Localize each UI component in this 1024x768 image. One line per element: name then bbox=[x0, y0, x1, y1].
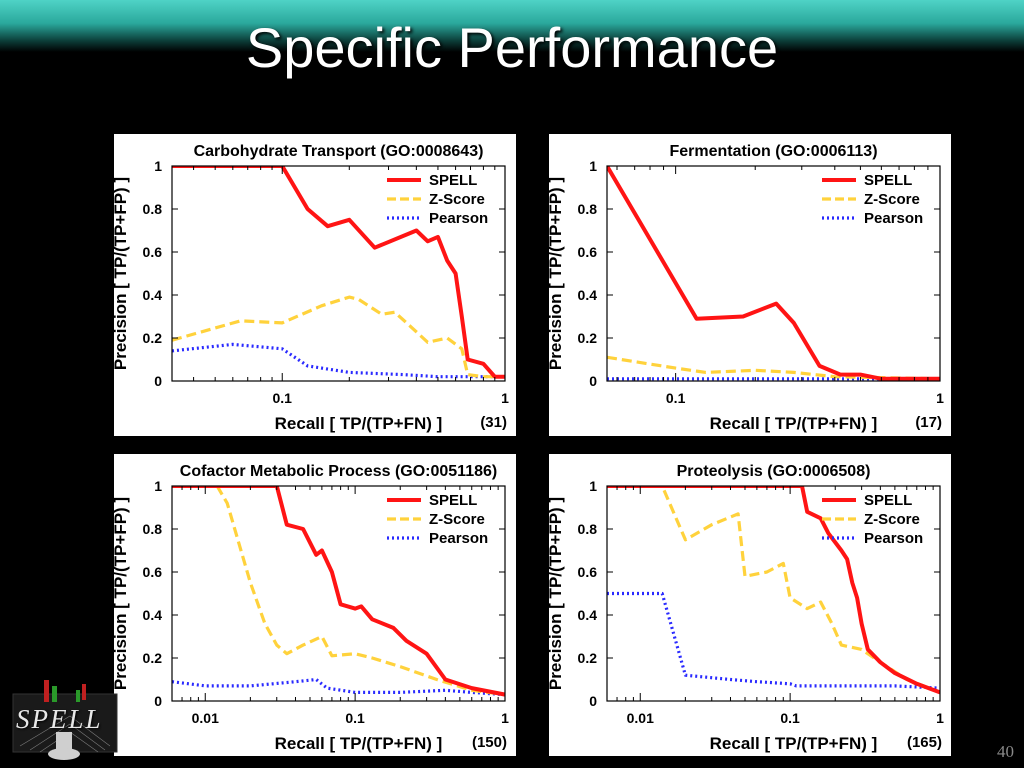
chart-panel-background bbox=[114, 454, 516, 756]
legend-label: Pearson bbox=[429, 530, 488, 547]
y-tick-label: 1 bbox=[154, 158, 162, 174]
legend-label: Z-Score bbox=[864, 511, 920, 528]
legend-label: SPELL bbox=[864, 492, 912, 509]
y-tick-label: 0.2 bbox=[143, 650, 163, 666]
page-number: 40 bbox=[997, 742, 1014, 761]
series-line-pearson bbox=[172, 677, 505, 697]
chart-title: Fermentation (GO:0006113) bbox=[669, 143, 877, 160]
y-tick-label: 0 bbox=[589, 693, 597, 709]
legend-label: Z-Score bbox=[429, 191, 485, 208]
y-tick-label: 1 bbox=[589, 158, 597, 174]
y-axis-label: Precision [ TP/(TP+FP) ] bbox=[111, 497, 130, 690]
spell-logo-graphic bbox=[12, 680, 118, 760]
chart-panel-background bbox=[549, 454, 951, 756]
y-tick-label: 0 bbox=[154, 373, 162, 389]
y-tick-label: 0.8 bbox=[143, 201, 163, 217]
y-tick-label: 0.6 bbox=[578, 564, 598, 580]
chart-title: Carbohydrate Transport (GO:0008643) bbox=[194, 143, 484, 160]
y-tick-label: 0.8 bbox=[578, 201, 598, 217]
y-tick-label: 0.2 bbox=[143, 330, 163, 346]
x-axis-label: Recall [ TP/(TP+FN) ] bbox=[710, 734, 878, 753]
legend-label: SPELL bbox=[864, 172, 912, 189]
y-axis-label: Precision [ TP/(TP+FP) ] bbox=[111, 177, 130, 370]
y-axis-label: Precision [ TP/(TP+FP) ] bbox=[546, 497, 565, 690]
legend-label: SPELL bbox=[429, 492, 477, 509]
count-label: (165) bbox=[907, 734, 942, 751]
legend-label: Z-Score bbox=[864, 191, 920, 208]
header-band bbox=[0, 0, 1024, 52]
y-tick-label: 1 bbox=[154, 478, 162, 494]
count-label: (17) bbox=[915, 414, 942, 431]
chart-title: Proteolysis (GO:0006508) bbox=[677, 463, 871, 480]
x-tick-label: 1 bbox=[936, 710, 944, 726]
plot-frame bbox=[171, 165, 506, 382]
plot-frame bbox=[171, 485, 506, 702]
y-tick-label: 0.6 bbox=[143, 244, 163, 260]
series-line-spell bbox=[172, 166, 505, 379]
chart-panel-background bbox=[114, 134, 516, 436]
chart-cofactor-metabolic-process: Cofactor Metabolic Process (GO:0051186) 0… bbox=[100, 450, 520, 760]
y-tick-label: 0.8 bbox=[143, 521, 163, 537]
series-line-z-score bbox=[172, 486, 505, 697]
y-tick-label: 0.2 bbox=[578, 650, 598, 666]
x-tick-label: 0.1 bbox=[666, 390, 686, 406]
y-tick-label: 0.4 bbox=[578, 607, 598, 623]
x-tick-label: 0.1 bbox=[345, 710, 365, 726]
y-axis-label: Precision [ TP/(TP+FP) ] bbox=[546, 177, 565, 370]
x-tick-label: 0.01 bbox=[627, 710, 654, 726]
series-line-spell bbox=[607, 486, 940, 695]
x-tick-label: 0.1 bbox=[780, 710, 800, 726]
legend-label: Pearson bbox=[429, 210, 488, 227]
x-axis-label: Recall [ TP/(TP+FN) ] bbox=[275, 414, 443, 433]
chart-fermentation: Fermentation (GO:0006113) 0 0.2 0.4 0.6 0.8 1 0… bbox=[535, 130, 955, 440]
x-axis-label: Recall [ TP/(TP+FN) ] bbox=[275, 734, 443, 753]
chart-title: Cofactor Metabolic Process (GO:0051186) bbox=[180, 463, 497, 480]
chart-svg: Fermentation (GO:0006113) 0 0.2 0.4 0.6 0.8 1 0… bbox=[546, 134, 951, 436]
series-line-z-score bbox=[607, 486, 940, 694]
y-tick-label: 0 bbox=[589, 373, 597, 389]
y-tick-label: 0.4 bbox=[143, 607, 163, 623]
plot-frame bbox=[606, 485, 941, 702]
y-tick-label: 0.4 bbox=[143, 287, 163, 303]
y-tick-label: 0.6 bbox=[143, 564, 163, 580]
slide-title: Specific Performance bbox=[245, 16, 779, 79]
x-tick-label: 0.01 bbox=[192, 710, 219, 726]
series-line-spell bbox=[172, 486, 505, 697]
series-line-spell bbox=[607, 166, 940, 381]
plot-frame bbox=[606, 165, 941, 382]
chart-svg: Cofactor Metabolic Process (GO:0051186) 0… bbox=[111, 454, 516, 756]
x-tick-label: 1 bbox=[501, 710, 509, 726]
y-tick-label: 0.8 bbox=[578, 521, 598, 537]
spell-logo-text: SPELL bbox=[16, 704, 103, 734]
series-line-pearson bbox=[172, 342, 505, 379]
legend-label: Pearson bbox=[864, 530, 923, 547]
x-axis-label: Recall [ TP/(TP+FN) ] bbox=[710, 414, 878, 433]
legend-label: SPELL bbox=[429, 172, 477, 189]
y-tick-label: 0.4 bbox=[578, 287, 598, 303]
y-tick-label: 0 bbox=[154, 693, 162, 709]
legend-label: Z-Score bbox=[429, 511, 485, 528]
y-tick-label: 1 bbox=[589, 478, 597, 494]
x-tick-label: 0.1 bbox=[273, 390, 293, 406]
series-line-z-score bbox=[607, 355, 940, 381]
x-tick-label: 1 bbox=[501, 390, 509, 406]
chart-svg: Proteolysis (GO:0006508) 0 0.2 0.4 0.6 0.8 1 0.… bbox=[546, 454, 951, 756]
chart-svg: Carbohydrate Transport (GO:0008643) 0 0.2 0… bbox=[111, 134, 516, 436]
chart-proteolysis: Proteolysis (GO:0006508) 0 0.2 0.4 0.6 0.8 1 0.… bbox=[535, 450, 955, 760]
count-label: (150) bbox=[472, 734, 507, 751]
legend-label: Pearson bbox=[864, 210, 923, 227]
chart-carbohydrate-transport: Carbohydrate Transport (GO:0008643) 0 0.2 0… bbox=[100, 130, 520, 440]
series-line-z-score bbox=[172, 295, 505, 379]
y-tick-label: 0.6 bbox=[578, 244, 598, 260]
count-label: (31) bbox=[480, 414, 507, 431]
y-tick-label: 0.2 bbox=[578, 330, 598, 346]
x-tick-label: 1 bbox=[936, 390, 944, 406]
